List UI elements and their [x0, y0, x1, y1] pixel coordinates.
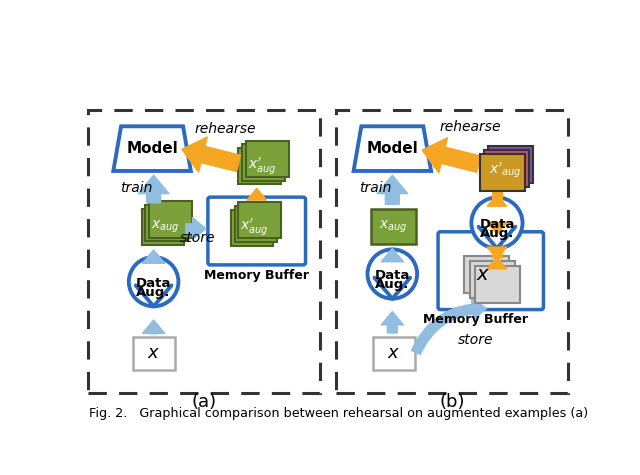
FancyArrowPatch shape	[381, 312, 403, 333]
Polygon shape	[479, 227, 515, 248]
Text: Aug.: Aug.	[375, 278, 410, 292]
FancyBboxPatch shape	[476, 266, 520, 303]
FancyBboxPatch shape	[239, 202, 281, 238]
FancyBboxPatch shape	[470, 261, 515, 298]
FancyBboxPatch shape	[208, 197, 305, 265]
Text: Model: Model	[367, 141, 418, 156]
FancyBboxPatch shape	[141, 209, 184, 245]
Text: (b): (b)	[439, 393, 465, 411]
Polygon shape	[374, 278, 410, 299]
FancyBboxPatch shape	[371, 209, 415, 244]
FancyArrowPatch shape	[186, 218, 206, 240]
FancyBboxPatch shape	[149, 201, 192, 238]
FancyArrowPatch shape	[138, 175, 169, 203]
FancyBboxPatch shape	[243, 144, 285, 180]
FancyBboxPatch shape	[336, 110, 568, 393]
Text: Data: Data	[136, 277, 172, 290]
Text: $x_{aug}'$: $x_{aug}'$	[248, 156, 276, 177]
Text: Data: Data	[374, 269, 410, 282]
Text: $x_{aug}$: $x_{aug}$	[151, 219, 179, 235]
FancyArrowPatch shape	[182, 137, 241, 172]
Text: $x$: $x$	[147, 344, 160, 362]
Text: store: store	[180, 231, 216, 245]
FancyBboxPatch shape	[373, 336, 415, 370]
Text: Aug.: Aug.	[480, 227, 514, 240]
FancyArrowPatch shape	[412, 298, 486, 354]
Polygon shape	[353, 126, 431, 171]
Text: Memory Buffer: Memory Buffer	[204, 269, 309, 282]
Text: $x_{aug}'$: $x_{aug}'$	[240, 218, 269, 238]
FancyBboxPatch shape	[488, 146, 532, 183]
FancyArrowPatch shape	[143, 250, 164, 263]
Text: $x$: $x$	[387, 344, 401, 362]
FancyBboxPatch shape	[438, 232, 543, 310]
FancyBboxPatch shape	[88, 110, 320, 393]
FancyArrowPatch shape	[487, 247, 507, 259]
FancyArrowPatch shape	[422, 138, 481, 173]
FancyBboxPatch shape	[484, 150, 529, 187]
Text: Aug.: Aug.	[136, 286, 171, 299]
Text: train: train	[120, 181, 153, 195]
Text: $x$: $x$	[476, 265, 490, 284]
Text: Fig. 2.   Graphical comparison between rehearsal on augmented examples (a): Fig. 2. Graphical comparison between reh…	[90, 407, 588, 420]
Text: $x_{aug}$: $x_{aug}$	[379, 218, 407, 235]
Circle shape	[472, 198, 522, 248]
FancyBboxPatch shape	[235, 206, 277, 242]
Circle shape	[367, 249, 417, 299]
Circle shape	[129, 257, 179, 306]
Text: rehearse: rehearse	[439, 120, 500, 134]
FancyBboxPatch shape	[480, 154, 525, 191]
Text: Memory Buffer: Memory Buffer	[423, 313, 528, 326]
FancyArrowPatch shape	[487, 195, 507, 206]
FancyArrowPatch shape	[487, 222, 507, 234]
Text: (a): (a)	[191, 393, 216, 411]
FancyBboxPatch shape	[465, 256, 509, 294]
Text: rehearse: rehearse	[195, 122, 257, 136]
Text: Data: Data	[479, 218, 515, 230]
FancyArrowPatch shape	[487, 257, 507, 269]
Text: Model: Model	[126, 141, 178, 156]
Text: $x'_{aug}$: $x'_{aug}$	[488, 161, 521, 180]
Polygon shape	[113, 126, 191, 171]
FancyArrowPatch shape	[377, 175, 408, 204]
FancyBboxPatch shape	[132, 336, 175, 370]
FancyArrowPatch shape	[247, 189, 266, 200]
FancyArrowPatch shape	[143, 320, 164, 334]
Text: store: store	[458, 332, 493, 347]
FancyArrowPatch shape	[381, 248, 403, 262]
Polygon shape	[136, 285, 172, 306]
Text: train: train	[359, 181, 392, 195]
FancyBboxPatch shape	[246, 141, 289, 177]
FancyBboxPatch shape	[231, 210, 273, 246]
FancyBboxPatch shape	[239, 148, 281, 184]
FancyBboxPatch shape	[145, 205, 188, 241]
